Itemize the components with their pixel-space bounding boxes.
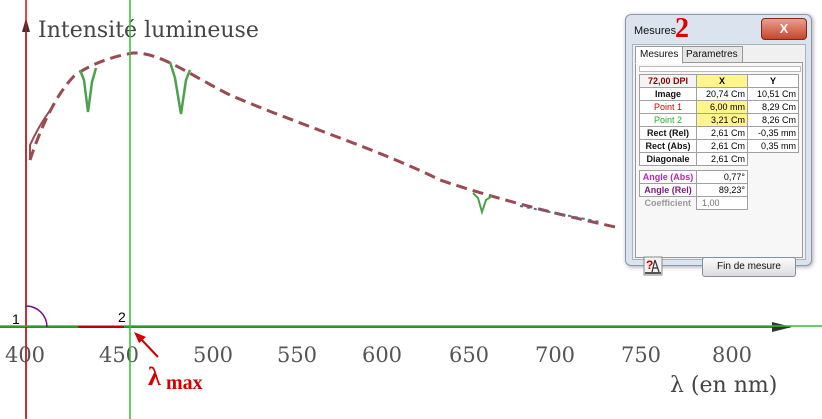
point-2-label: 2 xyxy=(118,309,126,325)
measures-table: 72,00 DPI X Y Image 20,74 Cm 10,51 Cm Po… xyxy=(639,74,799,210)
empty-cell xyxy=(748,171,799,184)
table-row: Diagonale 2,61 Cm xyxy=(639,152,799,166)
y-column-header: Y xyxy=(747,74,799,88)
table-row: Angle (Abs) 0,77° xyxy=(639,170,799,184)
coefficient-cell xyxy=(696,196,748,210)
absorption-line xyxy=(78,67,98,113)
svg-text:?: ? xyxy=(646,258,653,272)
lambda-symbol: λ xyxy=(148,362,161,391)
dialog-body: Mesures Parametres 72,00 DPI X Y Image 2… xyxy=(632,44,806,277)
diagonale-value: 2,61 Cm xyxy=(696,152,748,166)
image-x-value: 20,74 Cm xyxy=(696,87,748,101)
measures-dialog: Mesures 2 X Mesures Parametres 72,00 DPI… xyxy=(625,13,812,277)
dpi-label: 72,00 DPI xyxy=(639,74,697,88)
row-label-angle-abs: Angle (Abs) xyxy=(639,170,697,184)
x-column-header: X xyxy=(696,74,748,88)
row-label-diagonale: Diagonale xyxy=(639,152,697,166)
x-tick-label: 700 xyxy=(535,343,575,367)
point-1-x-value: 6,00 mm xyxy=(696,100,748,114)
angle-rel-value: 89,23° xyxy=(696,183,748,197)
rect-rel-y-value: -0,35 mm xyxy=(747,126,799,140)
finish-measure-button[interactable]: Fin de mesure xyxy=(702,257,796,277)
row-label-rect-rel: Rect (Rel) xyxy=(639,126,697,140)
close-button[interactable]: X xyxy=(761,18,807,40)
point-2-x-value: 3,21 Cm xyxy=(696,113,748,127)
empty-cell xyxy=(748,153,799,166)
lambda-max-arrow xyxy=(138,336,159,358)
x-axis-arrow xyxy=(772,322,792,332)
x-tick-label: 500 xyxy=(193,343,233,367)
spectrum-curve xyxy=(28,51,621,230)
coefficient-input[interactable] xyxy=(701,197,747,209)
panel-scrollbar[interactable] xyxy=(639,66,801,72)
rect-abs-x-value: 2,61 Cm xyxy=(696,139,748,153)
x-axis-title: λ (en nm) xyxy=(670,373,777,398)
dialog-number-annotation: 2 xyxy=(675,13,689,44)
table-header-row: 72,00 DPI X Y xyxy=(639,74,799,88)
row-label-point-2: Point 2 xyxy=(639,113,697,127)
help-calculator-icon[interactable]: ? xyxy=(643,256,663,276)
tab-mesures[interactable]: Mesures xyxy=(635,46,684,64)
row-label-point-1: Point 1 xyxy=(639,100,697,114)
x-tick-label: 550 xyxy=(277,343,317,367)
dialog-title: Mesures xyxy=(634,25,677,37)
rect-abs-y-value: 0,35 mm xyxy=(747,139,799,153)
tab-parametres[interactable]: Parametres xyxy=(681,46,743,63)
x-tick-label: 800 xyxy=(712,343,752,367)
lambda-max-subscript: max xyxy=(166,372,203,394)
rect-rel-x-value: 2,61 Cm xyxy=(696,126,748,140)
point-1-y-value: 8,29 Cm xyxy=(747,100,799,114)
row-label-image: Image xyxy=(639,87,697,101)
point-1-label: 1 xyxy=(12,311,20,327)
lambda-max-arrowhead xyxy=(134,332,146,343)
angle-abs-value: 0,77° xyxy=(696,170,748,184)
row-label-angle-rel: Angle (Rel) xyxy=(639,183,697,197)
table-row: Angle (Rel) 89,23° xyxy=(639,183,799,197)
dialog-titlebar[interactable]: Mesures 2 X xyxy=(626,13,811,44)
table-row: Point 2 3,21 Cm 8,26 Cm xyxy=(639,113,799,127)
table-row: Image 20,74 Cm 10,51 Cm xyxy=(639,87,799,101)
x-tick-label: 400 xyxy=(5,343,45,367)
point-2-y-value: 8,26 Cm xyxy=(747,113,799,127)
x-tick-label: 600 xyxy=(362,343,402,367)
table-row: Rect (Abs) 2,61 Cm 0,35 mm xyxy=(639,139,799,153)
angle-arc xyxy=(25,305,48,328)
x-tick-label: 450 xyxy=(99,343,139,367)
empty-cell xyxy=(748,184,799,197)
y-axis-title: Intensité lumineuse xyxy=(38,18,259,43)
x-tick-label: 650 xyxy=(449,343,489,367)
x-tick-label: 750 xyxy=(621,343,661,367)
tab-panel-mesures: 72,00 DPI X Y Image 20,74 Cm 10,51 Cm Po… xyxy=(635,62,803,277)
absorption-line xyxy=(168,61,192,115)
spectrum-curve-start xyxy=(29,107,53,160)
image-y-value: 10,51 Cm xyxy=(747,87,799,101)
absorption-line xyxy=(472,192,493,216)
table-row: Point 1 6,00 mm 8,29 Cm xyxy=(639,100,799,114)
row-label-rect-abs: Rect (Abs) xyxy=(639,139,697,153)
table-row: Rect (Rel) 2,61 Cm -0,35 mm xyxy=(639,126,799,140)
table-row: Coefficient xyxy=(640,196,799,210)
empty-cell xyxy=(748,197,799,210)
row-label-coefficient: Coefficient xyxy=(644,198,691,209)
